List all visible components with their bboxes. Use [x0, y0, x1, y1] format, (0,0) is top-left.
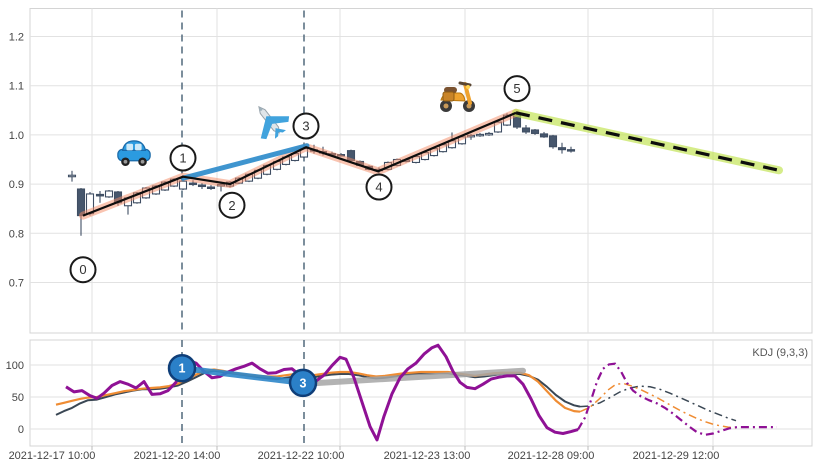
- candle-body: [530, 129, 540, 134]
- price-panel[interactable]: 0 1 2 3 4 5: [67, 75, 783, 284]
- pivot-marker-number: 0: [79, 262, 86, 277]
- kdj-projection-k: [579, 385, 737, 422]
- blue-overlay-line: [179, 365, 306, 386]
- candle-body: [197, 184, 207, 188]
- price-tick-label: 0.9: [9, 179, 24, 191]
- kdj-marker-1[interactable]: 1: [167, 353, 197, 383]
- pivot-marker-circle: [169, 144, 197, 172]
- candle-body: [206, 186, 216, 190]
- price-tick-label: 0.8: [9, 228, 24, 240]
- candle-body: [104, 190, 114, 198]
- pivot-marker-number: 1: [179, 151, 186, 166]
- pivot-marker-3[interactable]: 3: [292, 112, 320, 140]
- pivot-marker-circle: [503, 75, 531, 103]
- x-tick-label: 2021-12-23 13:00: [384, 450, 471, 462]
- x-tick-label: 2021-12-28 09:00: [508, 450, 595, 462]
- x-tick-label: 2021-12-17 10:00: [9, 450, 96, 462]
- car-icon: [117, 140, 151, 167]
- x-tick-label: 2021-12-29 12:00: [633, 450, 720, 462]
- gray-overlay-line: [294, 367, 526, 388]
- candle-body: [521, 127, 531, 133]
- kdj-tick-label: 0: [18, 424, 24, 436]
- price-tick-label: 1.1: [9, 81, 24, 93]
- price-tick-label: 1.0: [9, 130, 24, 142]
- candle-body: [178, 180, 188, 190]
- candle-body: [95, 193, 105, 197]
- candle-body: [548, 135, 558, 148]
- price-panel-border: [29, 8, 813, 334]
- kdj-marker-circle: [167, 353, 197, 383]
- candle-body: [475, 133, 485, 137]
- kdj-indicator-label: KDJ (9,3,3): [752, 347, 808, 359]
- pivot-marker-0[interactable]: 0: [69, 256, 97, 284]
- pivot-marker-number: 2: [228, 198, 235, 213]
- kdj-projection-d: [579, 382, 737, 429]
- blue-trendline: [180, 143, 310, 181]
- grid-layer: [29, 8, 813, 447]
- candle-body: [67, 174, 77, 178]
- candle-body: [566, 149, 576, 152]
- pivot-marker-4[interactable]: 4: [365, 173, 393, 201]
- pivot-marker-number: 4: [375, 180, 382, 195]
- pivot-marker-5[interactable]: 5: [503, 75, 531, 103]
- pivot-marker-circle: [292, 112, 320, 140]
- kdj-line-j: [65, 343, 579, 442]
- candle-body: [484, 132, 494, 136]
- candle-body: [557, 147, 567, 151]
- kdj-marker-number: 3: [300, 376, 307, 390]
- pivot-marker-number: 3: [302, 119, 309, 134]
- price-tick-label: 1.2: [9, 32, 24, 44]
- pivot-marker-number: 5: [513, 81, 520, 96]
- x-tick-label: 2021-12-20 14:00: [134, 450, 221, 462]
- candle-body: [539, 133, 549, 138]
- price-tick-label: 0.7: [9, 278, 24, 290]
- kdj-marker-number: 1: [179, 362, 186, 376]
- kdj-panel-border: [29, 339, 813, 447]
- pivot-marker-circle: [69, 256, 97, 284]
- kdj-projection-j: [577, 362, 777, 436]
- pivot-marker-1[interactable]: 1: [169, 144, 197, 172]
- kdj-panel[interactable]: 13: [55, 343, 777, 442]
- pivot-marker-2[interactable]: 2: [218, 191, 246, 219]
- x-tick-label: 2021-12-22 10:00: [258, 450, 345, 462]
- kdj-marker-3[interactable]: 3: [288, 368, 318, 398]
- projection-glow-green: [512, 108, 783, 175]
- pivot-marker-circle: [365, 173, 393, 201]
- zigzag-line: [82, 111, 517, 217]
- candle-body: [188, 182, 198, 186]
- kdj-tick-label: 50: [12, 392, 24, 404]
- kdj-tick-label: 100: [6, 360, 24, 372]
- pivot-marker-circle: [218, 191, 246, 219]
- scooter-icon: [440, 81, 475, 112]
- kdj-marker-circle: [288, 368, 318, 398]
- airplane-icon: [258, 105, 290, 140]
